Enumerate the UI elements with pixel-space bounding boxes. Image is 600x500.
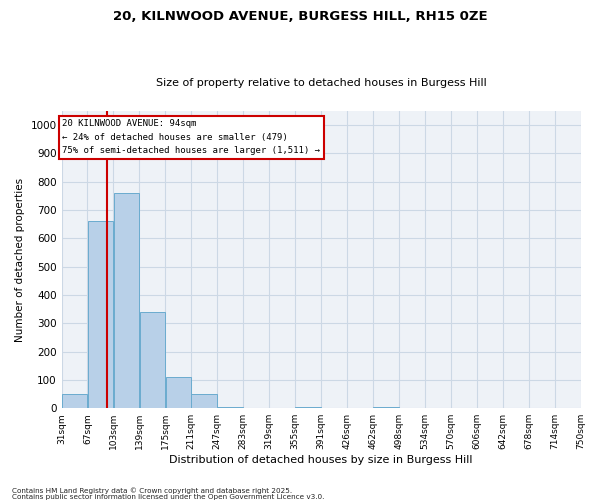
Bar — [88, 222, 113, 408]
Text: Contains public sector information licensed under the Open Government Licence v3: Contains public sector information licen… — [12, 494, 325, 500]
Bar — [191, 394, 217, 408]
Text: Contains HM Land Registry data © Crown copyright and database right 2025.: Contains HM Land Registry data © Crown c… — [12, 487, 292, 494]
X-axis label: Distribution of detached houses by size in Burgess Hill: Distribution of detached houses by size … — [169, 455, 473, 465]
Bar — [217, 407, 243, 408]
Bar — [166, 377, 191, 408]
Text: 20 KILNWOOD AVENUE: 94sqm
← 24% of detached houses are smaller (479)
75% of semi: 20 KILNWOOD AVENUE: 94sqm ← 24% of detac… — [62, 120, 320, 155]
Text: 20, KILNWOOD AVENUE, BURGESS HILL, RH15 0ZE: 20, KILNWOOD AVENUE, BURGESS HILL, RH15 … — [113, 10, 487, 23]
Bar — [295, 407, 321, 408]
Bar — [62, 394, 88, 408]
Bar — [140, 312, 165, 408]
Y-axis label: Number of detached properties: Number of detached properties — [15, 178, 25, 342]
Bar — [373, 407, 398, 408]
Bar — [113, 193, 139, 408]
Title: Size of property relative to detached houses in Burgess Hill: Size of property relative to detached ho… — [155, 78, 487, 88]
